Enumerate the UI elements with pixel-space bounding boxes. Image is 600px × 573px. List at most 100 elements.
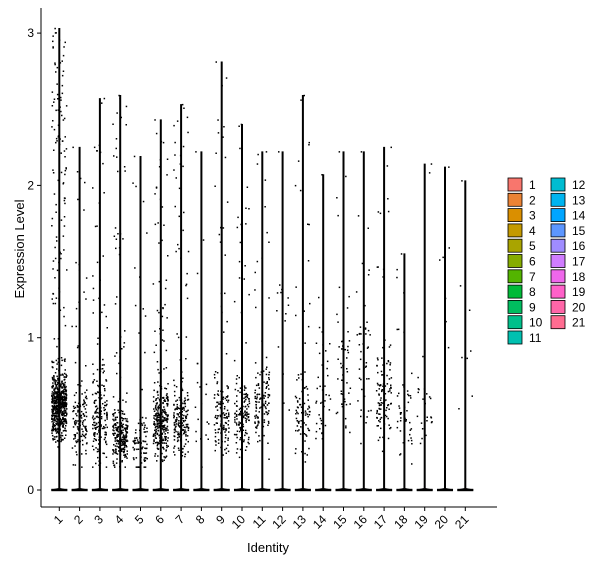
- data-point: [244, 449, 247, 451]
- data-point: [55, 71, 57, 73]
- data-point: [103, 409, 105, 412]
- data-point: [57, 429, 59, 431]
- data-point: [366, 416, 368, 418]
- data-point: [63, 315, 65, 318]
- data-point: [214, 432, 217, 434]
- data-point: [121, 348, 123, 350]
- data-point: [278, 151, 280, 153]
- data-point: [112, 413, 114, 416]
- data-point: [98, 144, 101, 147]
- data-point: [241, 408, 244, 410]
- axes-layer: [40, 8, 497, 508]
- data-point: [255, 410, 257, 412]
- data-point: [57, 389, 59, 391]
- data-point: [185, 435, 187, 437]
- data-point: [207, 438, 209, 440]
- data-point: [79, 385, 82, 387]
- data-point: [82, 434, 85, 437]
- data-point: [287, 304, 290, 306]
- data-point: [58, 388, 61, 390]
- data-point: [341, 379, 343, 381]
- data-point: [55, 380, 57, 382]
- data-point: [377, 211, 380, 213]
- data-point: [93, 424, 96, 427]
- data-point: [56, 431, 59, 433]
- legend-key-4: [507, 223, 523, 238]
- data-point: [224, 406, 226, 408]
- data-point: [222, 227, 225, 229]
- data-point: [65, 405, 67, 408]
- data-point: [265, 368, 267, 370]
- data-point: [122, 399, 124, 401]
- data-point: [96, 150, 98, 152]
- data-point: [164, 427, 167, 429]
- data-point: [264, 402, 267, 404]
- data-point: [225, 77, 228, 79]
- data-point: [105, 456, 108, 458]
- data-point: [152, 400, 155, 403]
- data-point: [238, 125, 240, 127]
- data-point: [115, 442, 118, 445]
- data-point: [86, 389, 88, 391]
- data-point: [280, 291, 282, 294]
- data-point: [318, 296, 320, 299]
- data-point: [72, 464, 75, 466]
- data-point: [159, 425, 162, 428]
- data-point: [157, 442, 160, 445]
- data-point: [259, 398, 261, 400]
- data-point: [303, 422, 305, 424]
- data-point: [72, 405, 75, 408]
- data-point: [359, 358, 362, 361]
- data-point: [52, 407, 55, 410]
- data-point: [154, 442, 157, 444]
- data-point: [144, 315, 147, 317]
- data-point: [322, 344, 324, 346]
- data-point: [254, 395, 256, 398]
- data-point: [162, 307, 164, 309]
- data-point: [64, 376, 66, 378]
- data-point: [244, 417, 247, 419]
- data-point: [153, 421, 155, 423]
- data-point: [64, 402, 66, 404]
- data-point: [219, 414, 221, 417]
- data-point: [221, 397, 224, 400]
- data-point: [92, 427, 94, 430]
- data-point: [222, 136, 224, 138]
- data-point: [60, 434, 62, 437]
- data-point: [402, 384, 404, 386]
- data-point: [173, 431, 176, 434]
- data-point: [282, 373, 284, 375]
- zero-points-3: [91, 488, 108, 492]
- data-point: [176, 408, 178, 410]
- data-point: [377, 384, 379, 386]
- data-point: [98, 435, 101, 438]
- data-point: [175, 425, 177, 428]
- data-point: [132, 182, 134, 184]
- data-point: [84, 391, 86, 394]
- data-point: [123, 413, 126, 415]
- data-point: [105, 424, 107, 426]
- data-point: [63, 437, 66, 439]
- data-point: [51, 429, 53, 432]
- data-point: [224, 437, 227, 439]
- data-point: [142, 446, 144, 448]
- data-point: [159, 413, 161, 416]
- data-point: [246, 186, 249, 188]
- data-point: [124, 427, 127, 429]
- data-point: [382, 346, 384, 349]
- data-point: [98, 412, 100, 415]
- data-point: [236, 430, 239, 432]
- data-point: [122, 451, 125, 453]
- data-point: [162, 442, 164, 444]
- data-point: [122, 429, 124, 431]
- data-point: [411, 372, 413, 375]
- data-point: [264, 392, 267, 394]
- legend-key-21: [550, 315, 566, 330]
- data-point: [141, 416, 144, 419]
- data-point: [244, 411, 246, 413]
- data-point: [94, 225, 97, 228]
- data-point: [236, 424, 238, 426]
- data-point: [178, 434, 180, 436]
- data-point: [185, 358, 187, 360]
